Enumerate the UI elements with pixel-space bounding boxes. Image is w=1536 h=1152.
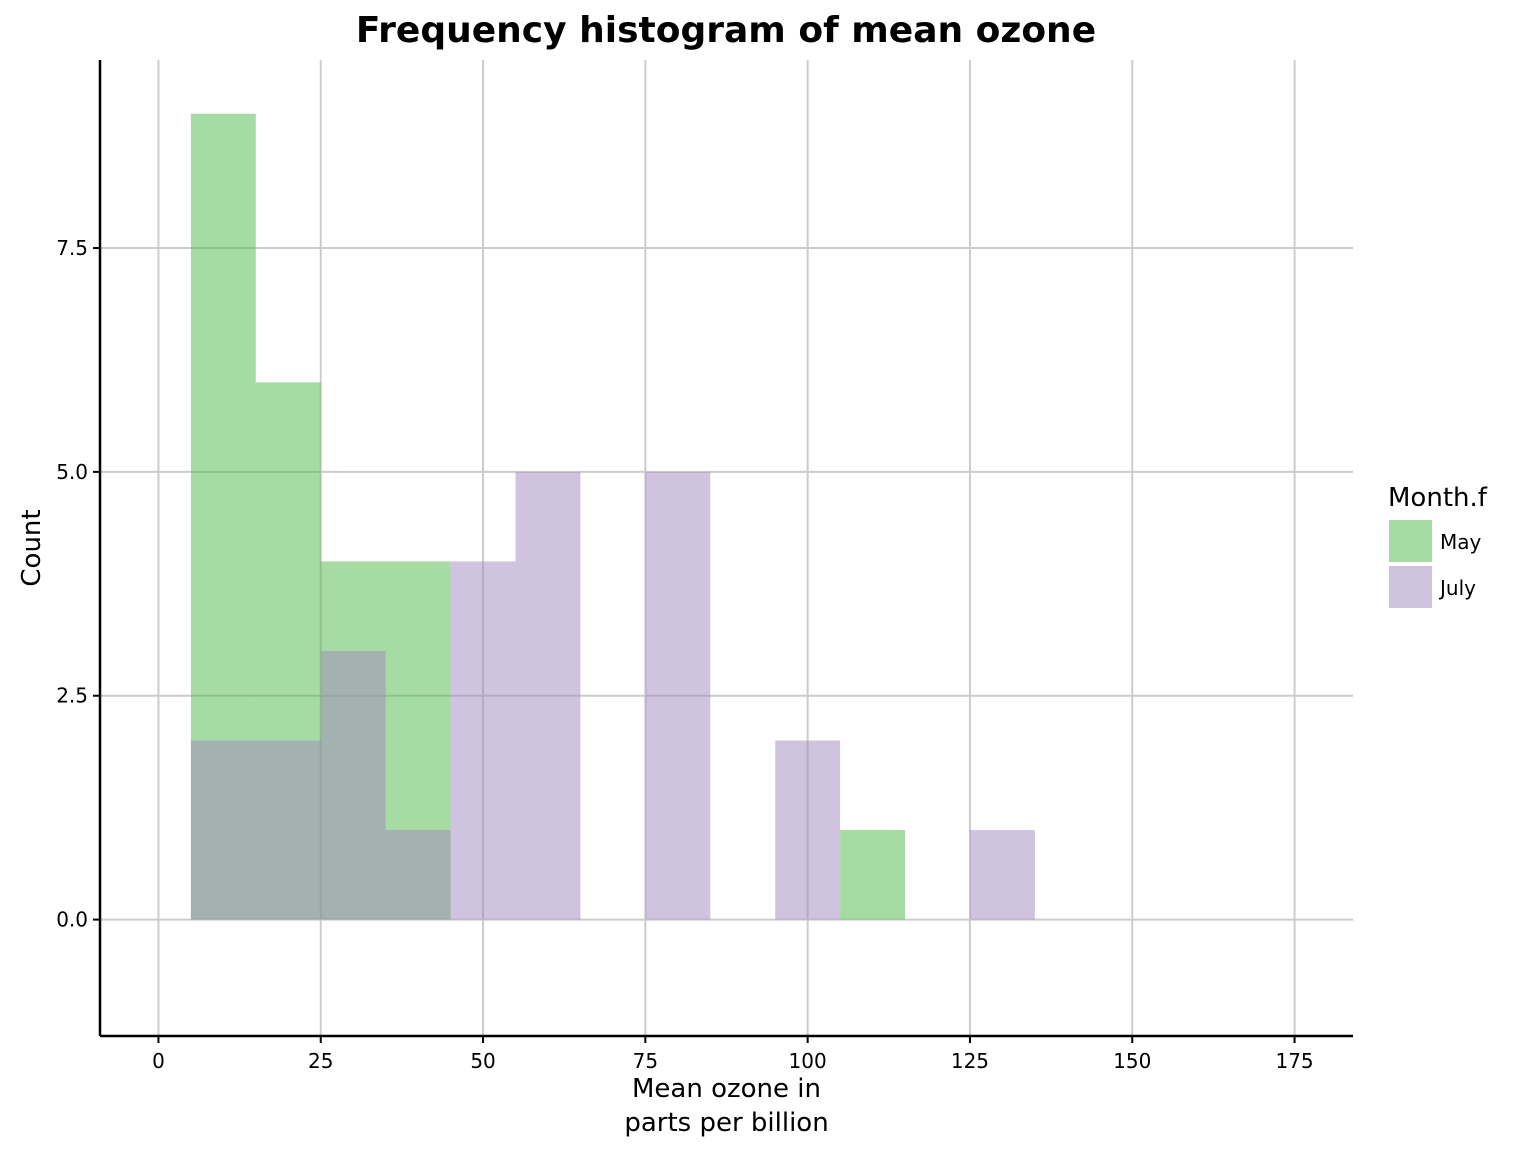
legend-key-july [1389, 566, 1432, 608]
histogram-bars [190, 113, 1035, 920]
x-tick-label: 100 [789, 1049, 827, 1073]
series-july [190, 471, 1035, 920]
legend: Month.f May July [1388, 483, 1488, 608]
x-tick-label: 150 [1113, 1049, 1151, 1073]
axes [98, 60, 1353, 1038]
x-axis-title: Mean ozone in parts per billion [624, 1074, 828, 1138]
legend-key-may [1389, 520, 1432, 562]
histogram-bar-july [320, 650, 386, 920]
x-tick-label: 0 [152, 1049, 165, 1073]
x-tick-label: 125 [951, 1049, 989, 1073]
legend-label-may: May [1440, 530, 1482, 554]
histogram-bar-july [645, 471, 711, 920]
legend-title: Month.f [1388, 483, 1488, 513]
x-axis-title-line: parts per billion [624, 1108, 828, 1138]
y-tick-label: 0.0 [56, 908, 88, 932]
histogram-bar-july [969, 830, 1035, 920]
histogram-bar-july [385, 830, 451, 920]
y-tick-label: 2.5 [56, 684, 88, 708]
histogram-bar-july [255, 740, 321, 920]
histogram-bar-july [450, 561, 516, 920]
x-tick-label: 175 [1275, 1049, 1313, 1073]
legend-label-july: July [1438, 576, 1476, 600]
y-axis-title: Count [17, 509, 47, 586]
histogram-bar-may [840, 830, 906, 920]
histogram-bar-july [190, 740, 256, 920]
x-tick-label: 25 [308, 1049, 333, 1073]
y-tick-label: 5.0 [56, 460, 88, 484]
tick-labels: 0 25 50 75 100 125 150 175 0.0 2.5 5.0 7.5 [56, 236, 1313, 1073]
x-tick-label: 75 [633, 1049, 658, 1073]
x-tick-label: 50 [470, 1049, 495, 1073]
chart-title: Frequency histogram of mean ozone [356, 10, 1096, 51]
histogram-bar-july [515, 471, 581, 920]
histogram-bar-july [775, 740, 841, 920]
x-axis-title-line: Mean ozone in [632, 1074, 821, 1104]
y-tick-label: 7.5 [56, 236, 88, 260]
